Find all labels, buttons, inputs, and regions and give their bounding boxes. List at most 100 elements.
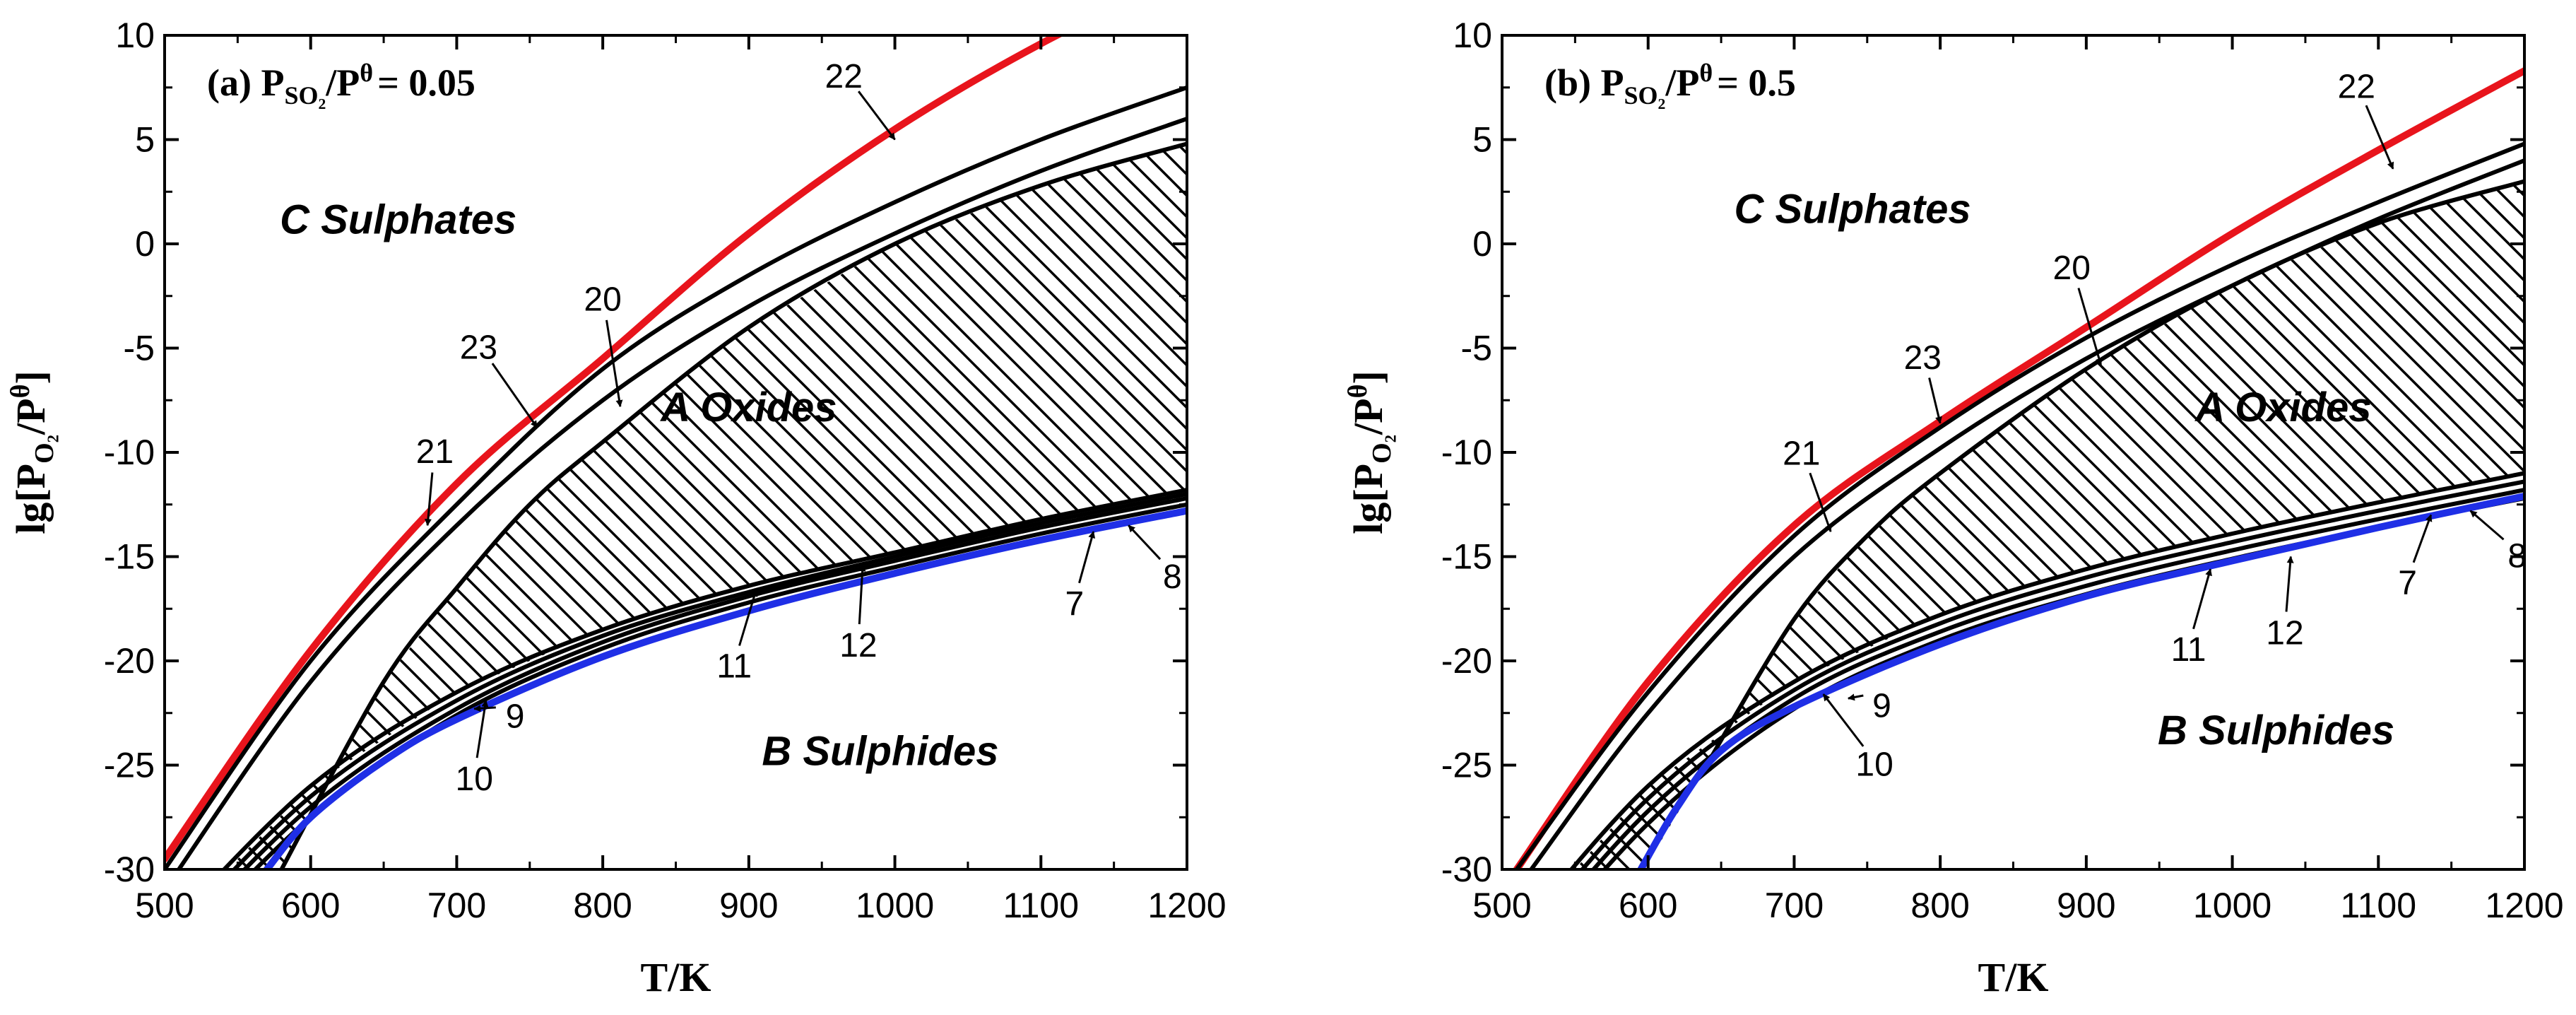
x-tick-label: 700 — [427, 886, 486, 925]
curve-21 — [1529, 158, 2524, 869]
annotation-arrow-21 — [1809, 472, 1832, 533]
hatch-line-62 — [1981, 181, 2524, 869]
hatch-line-75 — [919, 143, 1187, 869]
y-tick-label: -10 — [104, 433, 155, 472]
curve-22 — [165, 35, 1065, 863]
annotation-label-12: 12 — [839, 627, 877, 664]
x-tick-label: 1200 — [2485, 886, 2563, 925]
y-tick-label: -20 — [1441, 641, 1492, 681]
hatch-line-21 — [1502, 181, 1949, 869]
x-tick-label: 1100 — [1003, 886, 1080, 925]
y-tick-label: -5 — [124, 329, 155, 368]
curve-23 — [1514, 141, 2524, 869]
hatch-line-60 — [601, 143, 1187, 869]
hatch-line-80 — [1025, 143, 1187, 869]
curve-23 — [165, 85, 1187, 869]
annotation-label-10: 10 — [1855, 746, 1893, 783]
annotation-label-9: 9 — [506, 698, 525, 735]
hatch-line-55 — [1833, 181, 2524, 869]
hatch-line-61 — [622, 143, 1187, 869]
annotation-label-10: 10 — [456, 761, 493, 798]
hatch-line-67 — [2087, 181, 2524, 869]
x-tick-label: 500 — [1472, 886, 1531, 925]
y-tick-label: -20 — [104, 641, 155, 681]
hatch-line-13 — [165, 143, 442, 869]
x-tick-label: 900 — [2057, 886, 2115, 925]
y-tick-label: -30 — [104, 850, 155, 889]
y-tick-label: 5 — [1472, 120, 1492, 160]
hatch-group — [165, 143, 1187, 869]
annotation-label-7: 7 — [1065, 585, 1084, 623]
hatch-line-59 — [1918, 181, 2524, 869]
region-labels-b: A Oxides B Sulphides C Sulphates — [1735, 187, 2395, 754]
y-axis-title-b: lg[PO₂/Pθ] — [1343, 370, 1397, 534]
panel-b: 500 600 700 800 900 1000 1100 1200 10 5 0 -5 -10 -15 -… — [1343, 16, 2564, 1000]
region-label: B Sulphides — [762, 729, 998, 775]
x-tick-label: 1000 — [2193, 886, 2271, 925]
y-tick-label: -5 — [1461, 329, 1492, 368]
x-axis-title-a: T/K — [641, 954, 711, 1000]
annotation-label-20: 20 — [584, 281, 621, 318]
hatch-line-24 — [1502, 181, 2012, 869]
hatch-line-36 — [1502, 181, 2267, 869]
hatch-line-57 — [1875, 181, 2524, 869]
hatch-line-65 — [2045, 181, 2524, 869]
hatch-line-1 — [165, 143, 187, 869]
hatch-line-79 — [1004, 143, 1187, 869]
hatch-line-66 — [2066, 181, 2524, 869]
hatch-line-82 — [2405, 181, 2524, 869]
annotation-label-9: 9 — [1872, 688, 1891, 725]
curve-11 — [1568, 471, 2524, 869]
annotation-arrow-8 — [1128, 524, 1162, 561]
x-tick-label: 500 — [135, 886, 194, 925]
hatch-line-35 — [1502, 181, 2245, 869]
annotation-arrow-11 — [738, 589, 758, 646]
annotations-b: 22 20 23 21 11 12 7 8 9 10 — [1783, 69, 2527, 784]
hatch-line-63 — [2002, 181, 2524, 869]
curve-11 — [221, 488, 1187, 869]
hatch-line-83 — [2426, 181, 2524, 869]
curve-21 — [176, 117, 1187, 869]
annotation-label-20: 20 — [2053, 250, 2091, 287]
hatch-line-78 — [983, 143, 1187, 869]
annotation-arrow-20 — [2077, 288, 2103, 366]
annotation-arrow-22 — [858, 90, 896, 141]
region-label: C Sulphates — [280, 196, 516, 242]
curves-b — [1513, 67, 2524, 869]
x-tick-label: 900 — [719, 886, 778, 925]
annotation-label-21: 21 — [416, 433, 454, 471]
panel-title-b: (b) PSO₂/Pθ = 0.5 — [1544, 59, 1796, 110]
x-tick-label: 600 — [1619, 886, 1677, 925]
annotation-label-7: 7 — [2398, 565, 2417, 602]
hatch-line-60 — [1939, 181, 2524, 869]
x-tick-label: 1000 — [856, 886, 934, 925]
y-tick-label: -25 — [1441, 746, 1492, 785]
hatch-line-16 — [165, 143, 505, 869]
annotation-arrow-12 — [858, 564, 866, 625]
annotation-arrow-9 — [1847, 693, 1864, 701]
hatch-line-10 — [1502, 181, 1715, 869]
y-tick-label: 0 — [1472, 224, 1492, 264]
y-tick-label: 0 — [135, 224, 155, 264]
hatch-line-23 — [165, 143, 654, 869]
region-label: A Oxides — [659, 385, 837, 430]
curve-20 — [1704, 179, 2524, 768]
annotation-arrow-22 — [2365, 105, 2394, 170]
hatch-line-20 — [165, 143, 590, 869]
y-tick-label: -15 — [1441, 537, 1492, 577]
hatch-line-27 — [1502, 181, 2076, 869]
hatch-line-19 — [165, 143, 569, 869]
panel-a: 500 600 700 800 900 1000 1100 1200 10 5 0 -5 -10 -15 -… — [6, 16, 1227, 1000]
curve-12 — [231, 492, 1187, 869]
hatch-line-11 — [1502, 181, 1737, 869]
curve-10 — [1637, 493, 2524, 869]
hatch-line-14 — [165, 143, 463, 869]
ticks-b: 500 600 700 800 900 1000 1100 1200 10 5 0 -5 -10 -15 -… — [1441, 16, 2564, 925]
annotation-arrow-8 — [2469, 510, 2505, 541]
hatch-line-12 — [1502, 181, 1758, 869]
oxide-region-hatch-a — [165, 143, 1187, 869]
y-axis-title-a: lg[PO₂/Pθ] — [6, 370, 59, 534]
x-tick-label: 800 — [573, 886, 632, 925]
annotation-label-23: 23 — [460, 329, 497, 366]
annotation-arrow-12 — [2285, 556, 2294, 612]
